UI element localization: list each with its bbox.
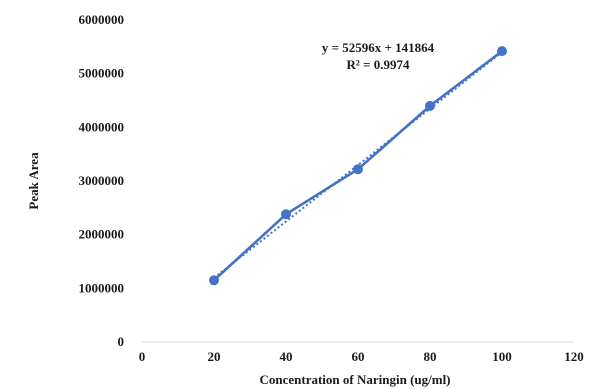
x-tick-label: 80: [424, 349, 437, 364]
y-tick-label: 0: [118, 334, 125, 349]
data-point: [425, 100, 435, 111]
y-tick-label: 2000000: [79, 227, 125, 242]
x-tick-label: 0: [139, 349, 146, 364]
y-tick-label: 4000000: [79, 119, 125, 134]
y-tick-label: 6000000: [79, 12, 125, 27]
data-point: [353, 164, 363, 175]
equation-text: y = 52596x + 141864: [322, 40, 435, 55]
x-tick-label: 40: [280, 349, 293, 364]
x-axis-title: Concentration of Naringin (ug/ml): [259, 372, 450, 387]
x-tick-label: 120: [564, 349, 584, 364]
x-tick-label: 60: [352, 349, 365, 364]
y-tick-labels: 0 1000000 2000000 3000000 4000000 5000000 6000…: [79, 12, 125, 349]
y-tick-label: 3000000: [79, 173, 125, 188]
equation-annotation: y = 52596x + 141864 R² = 0.9974: [322, 40, 435, 72]
y-tick-label: 1000000: [79, 280, 125, 295]
series-group: [209, 46, 507, 286]
y-axis-title: Peak Area: [26, 152, 41, 210]
data-point: [281, 209, 291, 220]
x-tick-labels: 0 20 40 60 80 100 120: [139, 349, 584, 364]
x-tick-label: 100: [492, 349, 512, 364]
data-point: [209, 275, 219, 286]
x-tick-label: 20: [208, 349, 221, 364]
data-point: [497, 46, 507, 57]
r-squared-text: R² = 0.9974: [347, 57, 410, 72]
y-tick-label: 5000000: [79, 66, 125, 81]
